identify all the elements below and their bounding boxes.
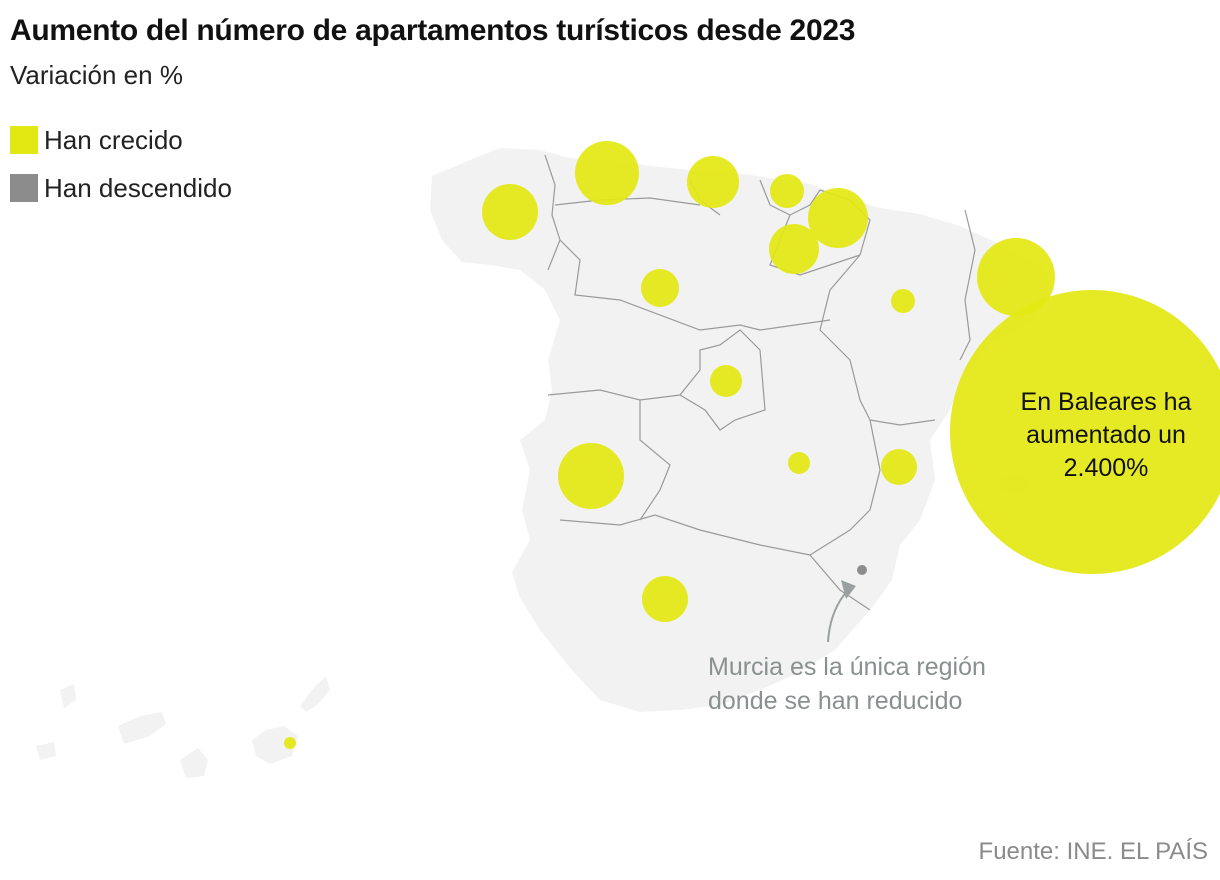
bubble-navarra: [808, 188, 868, 248]
peninsula-land: [430, 148, 1055, 712]
bubble-cataluna: [977, 238, 1055, 316]
page-subtitle: Variación en %: [10, 60, 183, 90]
legend-label-declined: Han descendido: [44, 172, 232, 203]
bubble-valenciana: [881, 449, 917, 485]
page-title: Aumento del número de apartamentos turís…: [10, 14, 856, 47]
canarias-land: [36, 676, 330, 778]
murcia-annotation: Murcia es la única región donde se han r…: [708, 653, 986, 715]
legend: Han crecido Han descendido: [10, 122, 232, 218]
bubble-madrid: [710, 365, 742, 397]
baleares-annotation: En Baleares ha aumentado un 2.400%: [1020, 388, 1192, 482]
bubble-galicia: [482, 184, 538, 240]
bubble-baleares: [950, 290, 1220, 574]
bubble-canarias: [284, 737, 296, 749]
legend-swatch-grown: [10, 126, 38, 154]
source-credit: Fuente: INE. EL PAÍS: [978, 838, 1208, 865]
bubble-la-rioja: [769, 224, 819, 274]
bubble-castilla-leon: [641, 269, 679, 307]
legend-label-grown: Han crecido: [44, 124, 183, 155]
bubble-cantabria: [687, 156, 739, 208]
bubble-extremadura: [558, 443, 624, 509]
bubble-castilla-mancha: [788, 452, 810, 474]
bubble-pais-vasco: [770, 174, 804, 208]
legend-item-grown: Han crecido: [10, 122, 232, 158]
legend-item-declined: Han descendido: [10, 170, 232, 206]
bubble-aragon: [891, 289, 915, 313]
murcia-arrow-head: [841, 580, 856, 599]
legend-swatch-declined: [10, 174, 38, 202]
bubble-andalucia: [642, 576, 688, 622]
data-bubbles: [284, 141, 1220, 749]
bubble-murcia: [857, 565, 867, 575]
bubble-asturias: [575, 141, 639, 205]
